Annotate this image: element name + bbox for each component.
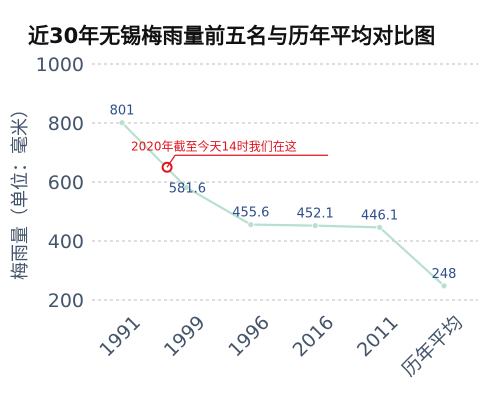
annotation-text: 2020年截至今天14时我们在这 bbox=[131, 138, 297, 153]
data-point bbox=[118, 119, 126, 127]
x-tick-label: 历年平均 bbox=[398, 312, 467, 381]
series-line bbox=[121, 121, 445, 287]
chart-title: 近30年无锡梅雨量前五名与历年平均对比图 bbox=[28, 24, 436, 48]
y-tick-label: 200 bbox=[48, 290, 84, 312]
data-label: 248 bbox=[432, 267, 457, 282]
y-axis-ticks: 200 400 600 800 1000 bbox=[36, 54, 84, 312]
grid-lines bbox=[92, 63, 478, 301]
x-tick-label: 2016 bbox=[289, 312, 339, 362]
y-tick-label: 600 bbox=[48, 172, 84, 194]
data-point bbox=[311, 222, 319, 230]
data-label: 581.6 bbox=[169, 181, 206, 196]
annotation: 2020年截至今天14时我们在这 bbox=[131, 138, 328, 173]
series-polyline bbox=[121, 121, 445, 287]
data-point bbox=[376, 224, 384, 231]
data-points bbox=[118, 119, 448, 290]
y-tick-label: 800 bbox=[48, 113, 84, 135]
y-axis-label: 梅雨量（单位：毫米） bbox=[10, 100, 31, 280]
data-point bbox=[182, 184, 190, 191]
x-tick-label: 1999 bbox=[160, 312, 210, 362]
data-labels: 801 581.6 455.6 452.1 446.1 248 bbox=[110, 104, 457, 282]
data-label: 455.6 bbox=[232, 206, 269, 221]
x-tick-label: 1991 bbox=[95, 312, 145, 362]
x-tick-label: 2011 bbox=[353, 312, 403, 362]
y-tick-label: 400 bbox=[48, 231, 84, 253]
x-tick-label: 1996 bbox=[224, 312, 274, 362]
data-label: 452.1 bbox=[297, 207, 334, 222]
data-label: 801 bbox=[110, 104, 135, 119]
y-tick-label: 1000 bbox=[36, 54, 84, 76]
annotation-connector bbox=[166, 154, 176, 168]
data-point bbox=[440, 282, 448, 290]
data-point bbox=[247, 221, 255, 228]
data-label: 446.1 bbox=[361, 208, 398, 223]
